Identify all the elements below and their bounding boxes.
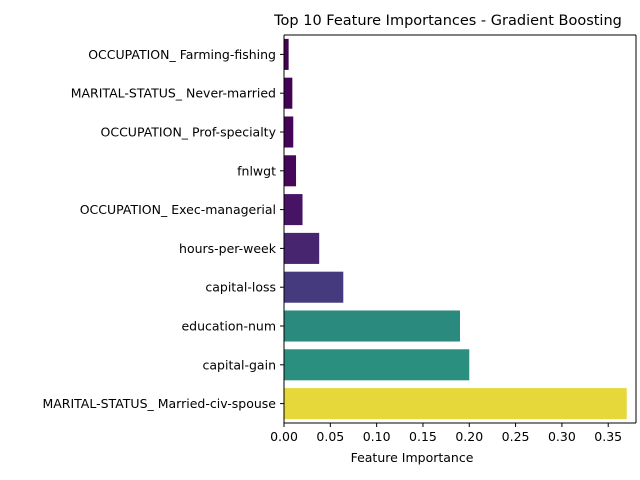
y-tick-label: hours-per-week [179, 241, 277, 256]
y-tick-labels: OCCUPATION_ Farming-fishing MARITAL-STATU… [42, 47, 284, 411]
bar [284, 77, 293, 109]
y-tick-label: capital-loss [205, 280, 276, 295]
x-tick-label: 0.00 [270, 429, 298, 444]
x-tick-label: 0.10 [363, 429, 391, 444]
y-tick-label: OCCUPATION_ Exec-managerial [80, 202, 276, 217]
bar [284, 116, 294, 148]
y-tick-label: capital-gain [203, 357, 276, 372]
bar [284, 388, 627, 420]
bar [284, 349, 470, 381]
y-tick-label: MARITAL-STATUS_ Married-civ-spouse [42, 396, 276, 411]
x-tick-label: 0.30 [548, 429, 576, 444]
x-tick-label: 0.25 [502, 429, 530, 444]
x-tick-label: 0.20 [455, 429, 483, 444]
bar [284, 271, 344, 303]
x-ticks: 0.00 0.05 0.10 0.15 0.20 0.25 0.30 0.35 [270, 423, 622, 444]
bar [284, 194, 303, 226]
y-tick-label: fnlwgt [237, 163, 276, 178]
bars-group [284, 38, 627, 420]
bar [284, 38, 289, 70]
chart-title: Top 10 Feature Importances - Gradient Bo… [273, 13, 622, 29]
y-tick-label: MARITAL-STATUS_ Never-married [71, 86, 276, 101]
x-tick-label: 0.15 [409, 429, 437, 444]
x-tick-label: 0.35 [594, 429, 622, 444]
y-tick-label: education-num [181, 319, 276, 334]
y-tick-label: OCCUPATION_ Farming-fishing [88, 47, 276, 62]
bar [284, 155, 297, 187]
y-tick-label: OCCUPATION_ Prof-specialty [101, 125, 277, 140]
x-axis-label: Feature Importance [351, 450, 474, 465]
bar [284, 232, 320, 264]
x-tick-label: 0.05 [316, 429, 344, 444]
bar [284, 310, 460, 342]
